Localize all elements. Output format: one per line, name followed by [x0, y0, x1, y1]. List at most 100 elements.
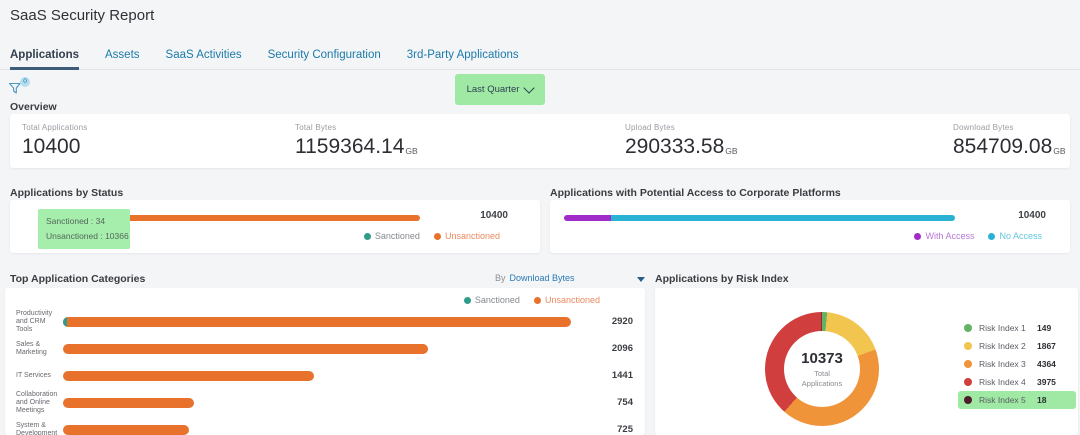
category-bar-track: [63, 343, 593, 354]
access-total: 10400: [1018, 210, 1046, 221]
metric-label: Download Bytes: [953, 123, 1014, 132]
tab-3rd-party-applications[interactable]: 3rd-Party Applications: [406, 48, 519, 61]
tab-bar: Applications Assets SaaS Activities Securit…: [0, 42, 1080, 70]
risk-legend-row-risk-index-5[interactable]: Risk Index 5 18: [958, 391, 1076, 409]
access-chart-title: Applications with Potential Access to Co…: [550, 187, 841, 199]
legend-label: No Access: [999, 231, 1042, 241]
legend-label: Sanctioned: [474, 295, 520, 305]
time-range-value: Last Quarter: [466, 84, 520, 95]
risk-legend-row-risk-index-2[interactable]: Risk Index 2 1867: [958, 337, 1076, 355]
access-segment-no-access: [611, 215, 955, 221]
category-label: Productivity and CRM Tools: [16, 309, 53, 333]
filter-count-badge: 0: [20, 77, 30, 87]
legend-item-unsanctioned[interactable]: Unsanctioned: [533, 295, 600, 305]
tab-assets[interactable]: Assets: [105, 48, 140, 61]
tab-security-configuration[interactable]: Security Configuration: [267, 48, 381, 61]
categories-chart-title: Top Application Categories: [10, 273, 146, 285]
risk-legend-row-risk-index-4[interactable]: Risk Index 4 3975: [958, 373, 1076, 391]
status-chart-title: Applications by Status: [10, 187, 124, 199]
overview-card: Total Applications 10400 Total Bytes 115936…: [10, 114, 1070, 168]
tooltip-line: Sanctioned : 34: [46, 216, 106, 226]
category-bar[interactable]: [63, 397, 194, 408]
time-range-select[interactable]: Last Quarter: [455, 74, 545, 105]
category-bar[interactable]: [63, 316, 571, 327]
access-bar[interactable]: [564, 215, 955, 221]
tooltip-line: Unsanctioned : 10366: [46, 231, 129, 241]
sort-prefix: By: [495, 273, 506, 283]
metric-label: Total Applications: [22, 123, 88, 132]
risk-total-value: 10373: [801, 349, 843, 367]
metric-label: Total Bytes: [295, 123, 337, 132]
category-bar[interactable]: [63, 370, 314, 381]
category-row-sales-marketing: Sales & Marketing 2096: [5, 335, 645, 362]
legend-item-unsanctioned[interactable]: Unsanctioned: [433, 231, 500, 241]
risk-chart-card: 10373 Total Applications Risk Index 1 149…: [655, 288, 1078, 435]
risk-legend-value: 4364: [1037, 359, 1056, 369]
status-segment-unsanctioned: [70, 215, 420, 221]
access-chart-card: 10400 With Access No Access: [550, 200, 1070, 253]
risk-legend-row-risk-index-1[interactable]: Risk Index 1 149: [958, 319, 1076, 337]
category-bar-sanctioned-segment: [63, 316, 67, 327]
risk-legend-row-risk-index-3[interactable]: Risk Index 3 4364: [958, 355, 1076, 373]
category-label: Collaboration and Online Meetings: [16, 390, 58, 414]
category-bar[interactable]: [63, 424, 189, 435]
page-title: SaaS Security Report: [10, 7, 155, 24]
metric-total-applications: Total Applications 10400: [22, 123, 87, 159]
legend-label: Unsanctioned: [544, 295, 600, 305]
legend-dot-icon: [363, 232, 371, 240]
risk-legend-label: Risk Index 1: [979, 323, 1026, 333]
category-bar-track: [63, 370, 593, 381]
category-bar-track: [63, 424, 593, 435]
metric-unit: GB: [725, 146, 738, 156]
overview-section-title: Overview: [10, 101, 57, 113]
metric-unit: GB: [1053, 146, 1066, 156]
metric-value: 854709.08GB: [953, 135, 1066, 158]
risk-legend-label: Risk Index 2: [979, 341, 1026, 351]
access-legend: With Access No Access: [914, 231, 1042, 241]
risk-total-label: Total Applications: [801, 368, 843, 388]
category-row-collaboration-and-online-meetings: Collaboration and Online Meetings 754: [5, 389, 645, 416]
legend-item-with-access[interactable]: With Access: [914, 231, 974, 241]
legend-item-sanctioned[interactable]: Sanctioned: [463, 295, 520, 305]
filter-button[interactable]: 0: [8, 77, 30, 99]
legend-dot-icon: [964, 360, 972, 368]
risk-legend-value: 149: [1037, 323, 1052, 333]
chevron-down-icon: [523, 82, 536, 94]
legend-dot-icon: [463, 296, 471, 304]
legend-item-no-access[interactable]: No Access: [988, 231, 1042, 241]
risk-legend-value: 18: [1037, 395, 1047, 405]
metric-upload-bytes: Upload Bytes 290333.58GB: [625, 123, 738, 159]
metric-value: 1159364.14GB: [295, 135, 418, 158]
risk-donut-center: 10373 Total Applications: [784, 331, 860, 407]
legend-dot-icon: [964, 342, 972, 350]
status-total: 10400: [480, 210, 508, 221]
categories-legend: Sanctioned Unsanctioned: [463, 295, 600, 305]
risk-chart-title: Applications by Risk Index: [655, 273, 789, 285]
status-tooltip: Sanctioned : 34 Unsanctioned : 10366: [38, 209, 130, 249]
categories-chart-card: Sanctioned Unsanctioned Productivity and …: [5, 288, 645, 435]
category-value: 2096: [611, 343, 633, 354]
legend-item-sanctioned[interactable]: Sanctioned: [363, 231, 420, 241]
sort-caret-icon[interactable]: [637, 277, 645, 282]
risk-legend-value: 1867: [1037, 341, 1056, 351]
legend-label: Sanctioned: [374, 231, 420, 241]
category-bar[interactable]: [63, 343, 428, 354]
legend-dot-icon: [964, 378, 972, 386]
metric-unit: GB: [405, 146, 418, 156]
tab-applications[interactable]: Applications: [10, 42, 80, 70]
category-rows: Productivity and CRM Tools 2920 Sales & Ma…: [5, 308, 645, 435]
category-label: IT Services: [16, 371, 51, 379]
sort-value: Download Bytes: [509, 273, 575, 283]
category-value: 1441: [611, 370, 633, 381]
legend-dot-icon: [914, 232, 922, 240]
tab-saas-activities[interactable]: SaaS Activities: [165, 48, 242, 61]
risk-donut[interactable]: 10373 Total Applications: [765, 312, 879, 426]
metric-total-bytes: Total Bytes 1159364.14GB: [295, 123, 418, 159]
risk-legend-label: Risk Index 3: [979, 359, 1026, 369]
legend-dot-icon: [988, 232, 996, 240]
categories-sort-dropdown[interactable]: By Download Bytes: [495, 273, 575, 283]
legend-label: Unsanctioned: [444, 231, 500, 241]
status-legend: Sanctioned Unsanctioned: [363, 231, 500, 241]
metric-value: 290333.58GB: [625, 135, 738, 158]
